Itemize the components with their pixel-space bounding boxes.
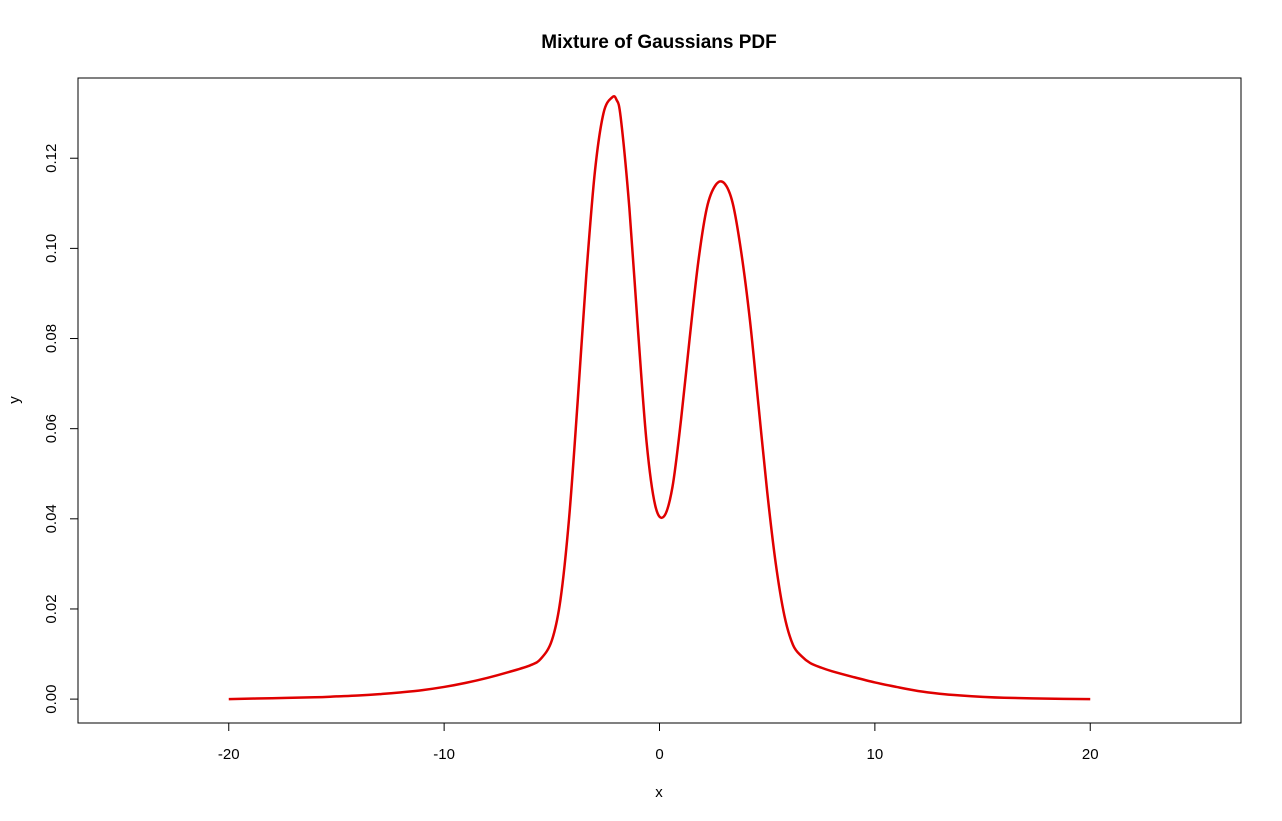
data-point [379,693,381,695]
data-point [982,696,984,698]
data-point [615,99,617,101]
data-point [1003,697,1005,699]
data-point [801,655,803,657]
data-point [628,207,630,209]
data-point [637,329,639,331]
data-point [938,693,940,695]
data-point [529,664,531,666]
data-point [594,171,596,173]
y-axis: 0.00 0.02 0.04 0.06 0.08 0.10 0.12 [43,144,79,714]
data-point [400,691,402,693]
data-point [508,671,510,673]
data-point [577,401,579,403]
data-point [603,112,605,114]
data-point [1089,698,1091,700]
data-point [766,491,768,493]
data-point [758,405,760,407]
data-point [671,486,673,488]
data-point [874,681,876,683]
plot-frame [77,77,1242,724]
data-point [335,695,337,697]
y-tick-label: 0.10 [43,234,60,263]
data-point [895,686,897,688]
x-tick-label: 20 [1082,746,1099,763]
data-point [228,698,230,700]
data-point [646,441,648,443]
data-point [680,419,682,421]
x-tick-label: -10 [433,746,455,763]
data-point [792,644,794,646]
x-axis: -20 -10 0 10 20 [218,722,1099,763]
data-point [357,695,359,697]
data-point [960,695,962,697]
data-point [723,182,725,184]
y-tick-label: 0.06 [43,414,60,443]
data-point [715,184,717,186]
data-point [585,274,587,276]
data-point [775,563,777,565]
data-point [314,696,316,698]
data-point [551,640,553,642]
y-tick-label: 0.08 [43,324,60,353]
data-point [749,319,751,321]
data-point [732,202,734,204]
data-point [663,516,665,518]
chart-title: Mixture of Gaussians PDF [541,32,776,53]
data-point [917,690,919,692]
y-tick-label: 0.00 [43,685,60,714]
series-line [228,94,1091,701]
y-tick-label: 0.12 [43,144,60,173]
data-point [559,599,561,601]
data-point [1046,698,1048,700]
y-axis-label: y [6,396,23,404]
data-point [443,686,445,688]
x-axis-label: x [655,784,663,801]
data-point [465,682,467,684]
data-point [697,261,699,263]
y-tick-label: 0.04 [43,504,60,533]
data-point [831,670,833,672]
data-point [422,689,424,691]
data-point [689,338,691,340]
x-tick-label: -20 [218,746,240,763]
series-points [228,96,1091,700]
data-point [568,518,570,520]
data-point [706,207,708,209]
x-tick-label: 10 [867,746,884,763]
data-point [809,662,811,664]
y-tick-label: 0.02 [43,594,60,623]
data-point [654,504,656,506]
data-point [783,615,785,617]
x-tick-label: 0 [655,746,663,763]
data-point [540,658,542,660]
data-point [271,697,273,699]
data-point [852,676,854,678]
data-point [740,252,742,254]
data-point [486,677,488,679]
data-point [620,117,622,119]
data-point [820,667,822,669]
data-point [611,96,613,98]
